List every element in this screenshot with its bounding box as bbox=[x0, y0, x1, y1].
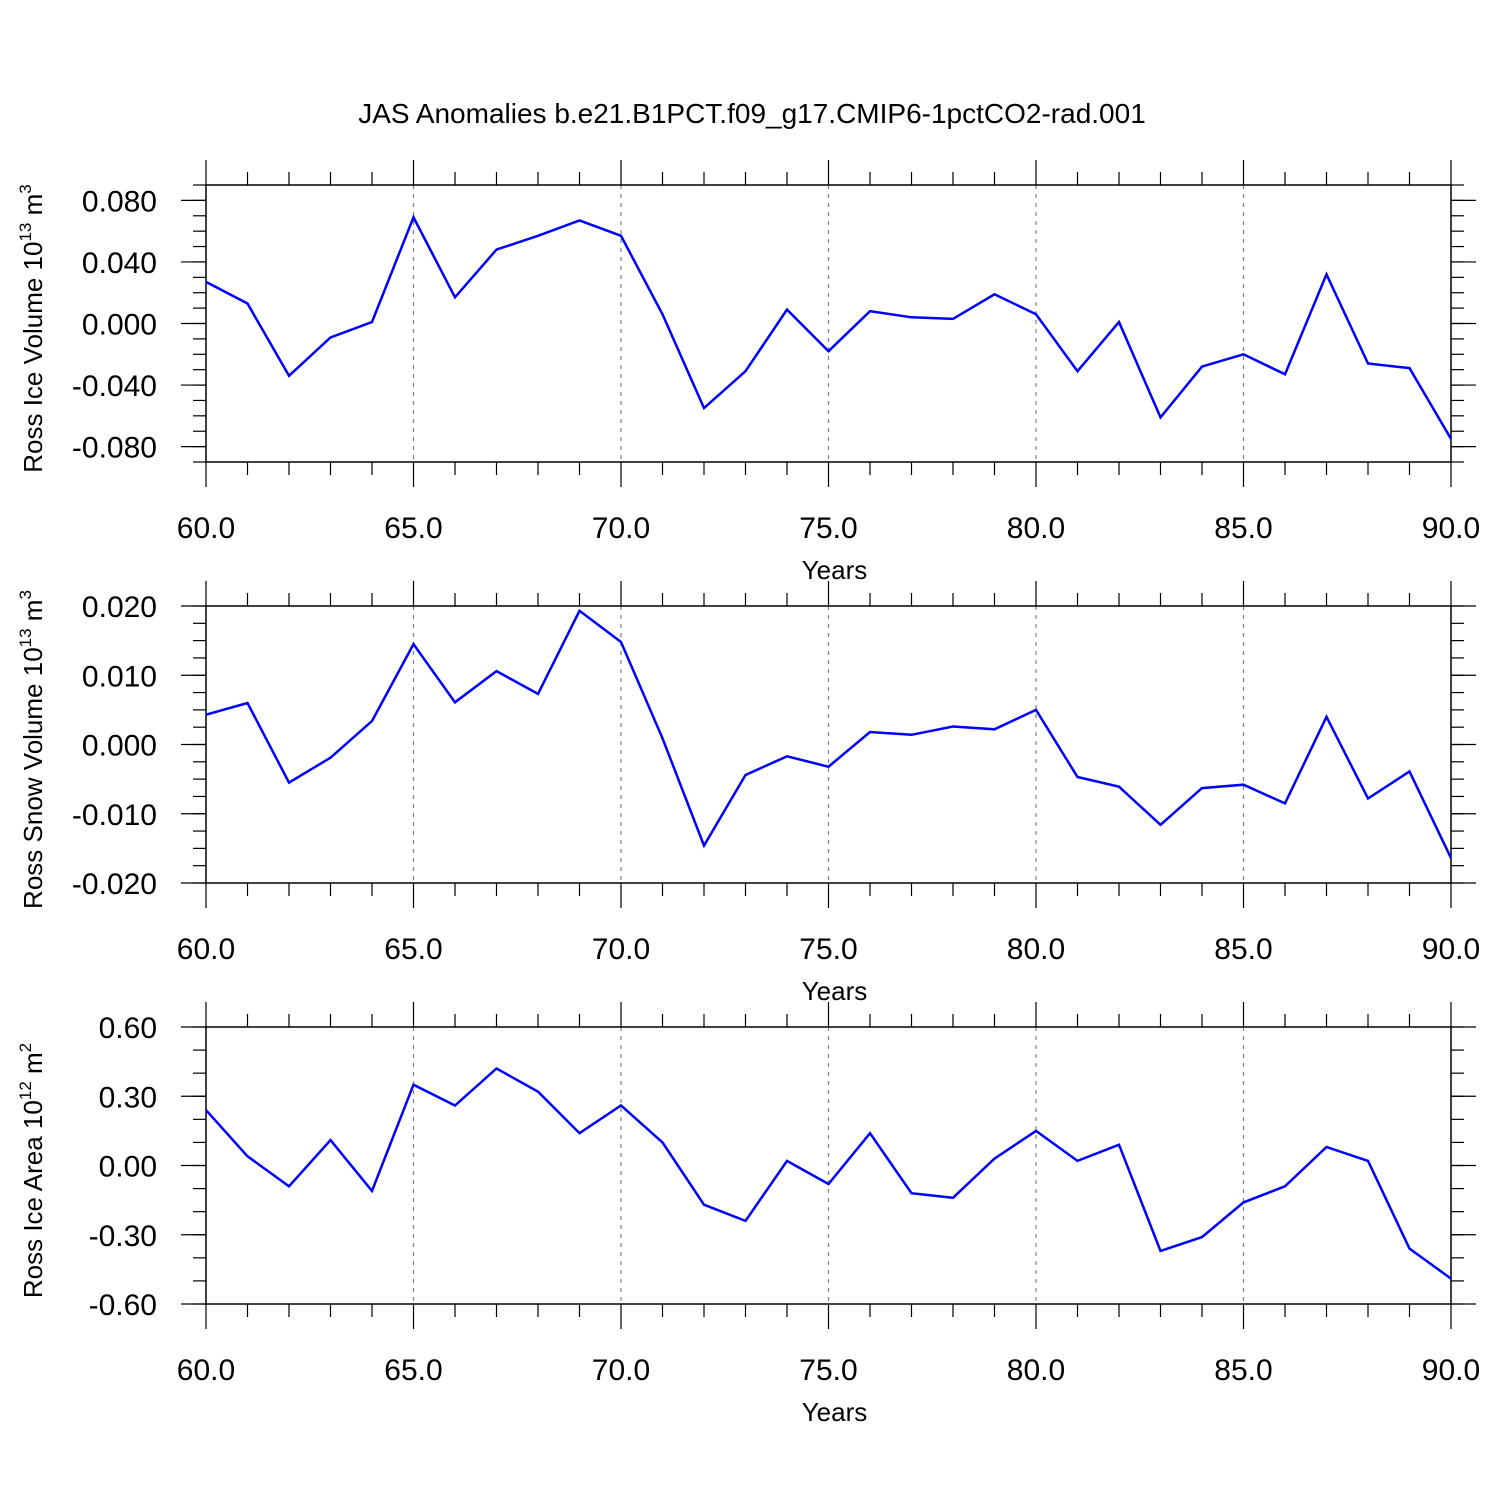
x-tick-label: 65.0 bbox=[384, 1354, 442, 1387]
panel-3: 0.60 0.30 0.00 -0.30 -0.60 60.0 65.0 70.0 75.0 80… bbox=[16, 1002, 1480, 1427]
x-tick-label: 60.0 bbox=[177, 933, 235, 966]
y-tick-label: 0.00 bbox=[99, 1151, 157, 1184]
x-tick-label: 70.0 bbox=[592, 1354, 650, 1387]
panels-group: 0.080 0.040 0.000 -0.040 -0.080 60.0 65.0 70.0 7… bbox=[16, 160, 1480, 1427]
x-tick-label: 75.0 bbox=[799, 1354, 857, 1387]
x-tick-label: 85.0 bbox=[1214, 1354, 1272, 1387]
x-tick-label: 80.0 bbox=[1007, 933, 1065, 966]
y-tick-label: 0.020 bbox=[82, 591, 157, 624]
y-tick-label: 0.010 bbox=[82, 660, 157, 693]
y-tick-label: -0.040 bbox=[72, 370, 157, 403]
x-tick-label: 90.0 bbox=[1422, 512, 1480, 545]
x-tick-label: 85.0 bbox=[1214, 512, 1272, 545]
y-tick-label: 0.000 bbox=[82, 309, 157, 342]
x-tick-label: 80.0 bbox=[1007, 1354, 1065, 1387]
x-tick-label: 60.0 bbox=[177, 512, 235, 545]
x-tick-label: 70.0 bbox=[592, 512, 650, 545]
y-tick-label: 0.040 bbox=[82, 247, 157, 280]
y-tick-label: 0.60 bbox=[99, 1012, 157, 1045]
x-tick-label: 75.0 bbox=[799, 933, 857, 966]
x-tick-label: 75.0 bbox=[799, 512, 857, 545]
x-tick-label: 90.0 bbox=[1422, 933, 1480, 966]
y-tick-label: -0.080 bbox=[72, 432, 157, 465]
chart-title: JAS Anomalies b.e21.B1PCT.f09_g17.CMIP6-… bbox=[358, 98, 1146, 129]
x-tick-label: 80.0 bbox=[1007, 512, 1065, 545]
y-tick-label: -0.60 bbox=[89, 1289, 157, 1322]
x-tick-label: 90.0 bbox=[1422, 1354, 1480, 1387]
y-axis-title: Ross Ice Area 1012 m2 bbox=[16, 1043, 48, 1298]
panel-1: 0.080 0.040 0.000 -0.040 -0.080 60.0 65.0 70.0 7… bbox=[16, 160, 1480, 585]
x-tick-label: 85.0 bbox=[1214, 933, 1272, 966]
x-axis-title: Years bbox=[802, 555, 868, 585]
y-tick-label: -0.010 bbox=[72, 799, 157, 832]
y-tick-label: 0.30 bbox=[99, 1081, 157, 1114]
y-axis-title: Ross Snow Volume 1013 m3 bbox=[16, 590, 48, 909]
y-tick-label: -0.30 bbox=[89, 1220, 157, 1253]
x-tick-label: 70.0 bbox=[592, 933, 650, 966]
x-tick-label: 60.0 bbox=[177, 1354, 235, 1387]
y-tick-label: 0.000 bbox=[82, 730, 157, 763]
panel-2: 0.020 0.010 0.000 -0.010 -0.020 60.0 65.0 70.0 7… bbox=[16, 581, 1480, 1006]
x-tick-label: 65.0 bbox=[384, 512, 442, 545]
y-tick-label: -0.020 bbox=[72, 868, 157, 901]
x-axis-title: Years bbox=[802, 1397, 868, 1427]
y-axis-title: Ross Ice Volume 1013 m3 bbox=[16, 184, 48, 473]
y-tick-label: 0.080 bbox=[82, 185, 157, 218]
x-axis-title: Years bbox=[802, 976, 868, 1006]
series-line bbox=[205, 608, 1453, 859]
x-tick-label: 65.0 bbox=[384, 933, 442, 966]
